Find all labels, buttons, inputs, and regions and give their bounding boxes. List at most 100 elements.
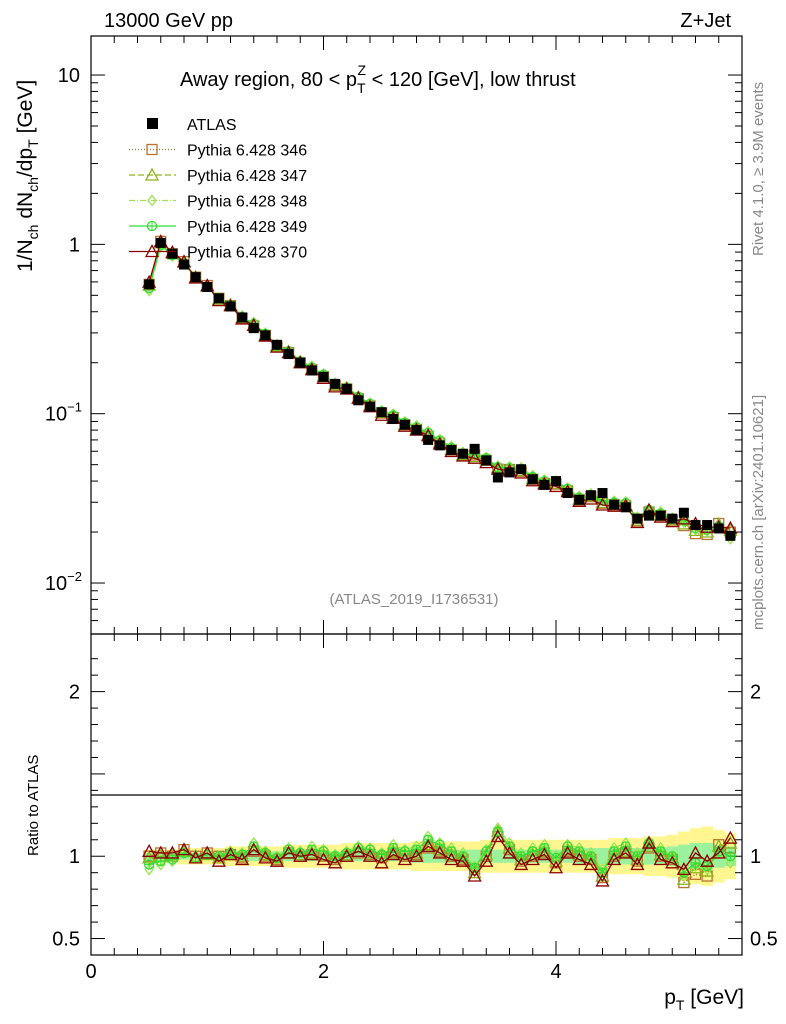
atlas-data-point — [562, 488, 573, 499]
band-green-bin — [282, 851, 295, 862]
atlas-data-point — [434, 440, 445, 451]
y-tick-label: 1 — [69, 234, 80, 256]
atlas-data-point — [632, 513, 643, 524]
legend-label: Pythia 6.428 348 — [187, 194, 307, 211]
ratio-y-tick-label-left: 2 — [69, 682, 80, 704]
xlabel-sub: T — [676, 997, 685, 1013]
mc-ratio-point — [258, 850, 273, 864]
y-tick-label: 10 — [58, 65, 80, 87]
mc-ratio-point — [432, 845, 447, 859]
mc-ratio-point — [502, 845, 517, 859]
mc-ratio-point — [246, 842, 261, 856]
atlas-data-point — [713, 523, 724, 534]
mc-ratio-point — [304, 847, 319, 861]
mc-ratio-point — [711, 845, 726, 859]
mc-point — [676, 511, 691, 525]
atlas-data-point — [585, 490, 596, 501]
ratio-y-tick-label-right: 2 — [750, 682, 761, 704]
series-pythia-6-428-347 — [142, 235, 738, 885]
atlas-data-point — [492, 472, 503, 483]
ylabel-c-sub: T — [25, 139, 41, 148]
mc-ratio-point — [281, 845, 296, 859]
mc-ratio-point — [702, 863, 712, 876]
mc-ratio-point — [467, 868, 482, 882]
legend-label: Pythia 6.428 347 — [187, 168, 307, 185]
legend-marker — [144, 244, 160, 258]
mc-point — [467, 449, 482, 463]
series-line-main — [148, 243, 731, 537]
ratio-panel-frame — [90, 633, 743, 956]
band-green-bin — [468, 849, 481, 863]
y-tick-label: 10−1 — [45, 400, 82, 426]
chart-title-sub: T — [357, 80, 366, 96]
mc-ratio-point — [211, 853, 226, 867]
mc-ratio-point — [200, 845, 215, 859]
mc-ratio-point — [444, 852, 459, 866]
mc-ratio-point — [607, 852, 622, 866]
ratio-y-tick-label-left: 1 — [69, 846, 80, 868]
atlas-data-point — [353, 395, 364, 406]
mc-ratio-point — [479, 853, 494, 867]
ylabel-c: /dp — [14, 148, 37, 177]
atlas-data-point — [260, 330, 271, 341]
mc-ratio-point — [653, 852, 668, 866]
mc-ratio-point — [548, 860, 564, 874]
ratio-y-tick-label-left: 0.5 — [52, 929, 80, 951]
mc-ratio-point — [618, 845, 633, 859]
ylabel-b: dN — [14, 192, 37, 225]
mc-ratio-point — [155, 858, 166, 871]
mc-ratio-point — [153, 845, 168, 859]
series-pythia-6-428-349 — [143, 239, 736, 878]
atlas-data-point — [597, 488, 608, 499]
mc-ratio-point — [143, 859, 155, 870]
mc-ratio-point — [223, 847, 238, 861]
x-tick-label: 0 — [85, 961, 96, 983]
band-green-bin — [643, 848, 655, 865]
mc-ratio-point — [665, 855, 680, 869]
header-right-label: Z+Jet — [680, 10, 731, 32]
ratio-y-axis-label: Ratio to ATLAS — [25, 755, 42, 856]
mc-ratio-point — [167, 854, 178, 865]
mc-point — [467, 450, 482, 464]
mc-ratio-point — [293, 848, 308, 862]
legend-marker — [146, 143, 158, 156]
mc-ratio-point — [618, 843, 633, 857]
atlas-data-point — [318, 371, 329, 382]
atlas-data-point — [644, 510, 654, 521]
series-group — [142, 234, 738, 889]
atlas-data-point — [248, 323, 259, 334]
side-mcplots-label: mcplots.cern.ch [arXiv:2401.10621] — [750, 395, 767, 630]
atlas-data-point — [551, 476, 561, 487]
atlas-data-point — [306, 365, 317, 376]
atlas-data-point — [283, 349, 294, 360]
atlas-data-point — [469, 443, 480, 454]
mc-ratio-point — [725, 856, 736, 869]
legend: ATLAS Pythia 6.428 346 Pythia 6.428 347 Pyt… — [129, 117, 307, 262]
atlas-data-point — [167, 248, 178, 259]
mc-ratio-point — [165, 845, 180, 859]
mc-ratio-point — [515, 851, 527, 862]
series-line-main — [148, 241, 731, 533]
atlas-data-point — [330, 378, 341, 389]
series-line-ratio — [149, 835, 731, 883]
mc-ratio-point — [490, 829, 505, 843]
atlas-data-point — [237, 312, 248, 323]
atlas-data-point — [481, 455, 492, 466]
ratio-y-tick-label-right: 1 — [750, 846, 761, 868]
series-line-main — [148, 240, 731, 529]
ylabel-a: 1/N — [14, 239, 37, 272]
atlas-data-point — [190, 272, 201, 283]
atlas-data-point — [702, 520, 713, 531]
atlas-data-point — [620, 502, 631, 513]
mc-ratio-point — [676, 862, 691, 876]
series-line-main — [148, 240, 731, 536]
ratio-y-tick-label-right: 0.5 — [750, 929, 778, 951]
mc-point — [595, 495, 610, 509]
atlas-data-point — [574, 494, 585, 505]
atlas-data-point — [609, 499, 620, 510]
x-axis-label: pT [GeV] — [664, 986, 744, 1013]
band-green-bin — [596, 848, 609, 865]
atlas-data-point — [504, 467, 515, 478]
mc-ratio-point — [316, 852, 331, 866]
